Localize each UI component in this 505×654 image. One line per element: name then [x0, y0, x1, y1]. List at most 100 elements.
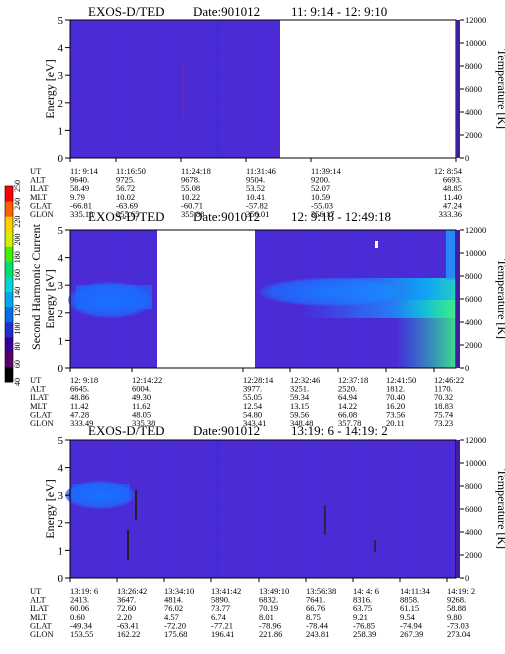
- orbit-cell: 2520.: [338, 384, 357, 394]
- temperature-tick-label: 12000: [465, 225, 486, 235]
- orbit-cell: 13:49:10: [259, 586, 289, 596]
- orbit-cell: 59.56: [290, 409, 309, 419]
- orbit-cell: 14.22: [338, 401, 357, 411]
- orbit-cell: 356.17: [311, 209, 334, 219]
- panel-2-temperature-strip: [456, 230, 460, 368]
- colorbar-swatch: [5, 276, 13, 293]
- orbit-cell: 2.20: [117, 612, 132, 622]
- temperature-tick-label: 2000: [465, 340, 482, 350]
- colorbar-swatch: [5, 246, 13, 262]
- orbit-cell: -78.44: [306, 620, 329, 630]
- panel-3-temperature-label: Temperature [K]: [495, 469, 505, 549]
- orbit-cell: 10.41: [246, 192, 265, 202]
- colorbar-swatch: [5, 291, 13, 308]
- orbit-cell: 335.18: [70, 209, 93, 219]
- orbit-cell: 9.79: [70, 192, 85, 202]
- orbit-cell: 6645.: [70, 384, 89, 394]
- orbit-cell: 2413.: [70, 595, 89, 605]
- orbit-cell: 73.56: [386, 409, 405, 419]
- energy-tick-label: 3: [58, 280, 64, 292]
- orbit-cell: 8858.: [400, 595, 419, 605]
- colorbar-label: Second Harmonic Current: [29, 223, 43, 350]
- panel-1-energy-ticks: 0 1 2 3 4 5: [58, 15, 70, 165]
- orbit-row-label: MLT: [30, 612, 48, 622]
- temperature-tick-label: 8000: [465, 271, 482, 281]
- orbit-cell: 73.77: [211, 603, 230, 613]
- panel-3-temperature-ticks: 0 2000 4000 6000 8000 10000 12000: [460, 435, 486, 583]
- orbit-cell: 4814.: [164, 595, 183, 605]
- temperature-tick-label: 4000: [465, 317, 482, 327]
- orbit-cell: 48.05: [132, 409, 151, 419]
- orbit-cell: -76.85: [353, 620, 375, 630]
- orbit-row-label: UT: [30, 166, 42, 176]
- orbit-cell: 11:31:46: [246, 166, 276, 176]
- orbit-cell: 1812.: [386, 384, 405, 394]
- temperature-tick-label: 6000: [465, 504, 482, 514]
- orbit-cell: 76.02: [164, 603, 183, 613]
- orbit-cell: 11:24:18: [181, 166, 211, 176]
- orbit-cell: 11: 9:14: [70, 166, 99, 176]
- temperature-tick-label: 2000: [465, 550, 482, 560]
- orbit-cell: -57.82: [246, 200, 268, 210]
- orbit-cell: 20.11: [386, 418, 405, 428]
- orbit-cell: 61.15: [400, 603, 419, 613]
- orbit-cell: 267.39: [400, 629, 423, 639]
- panel-3-temperature-strip: [456, 440, 460, 578]
- orbit-cell: 55.05: [243, 392, 262, 402]
- orbit-cell: 162.22: [117, 629, 140, 639]
- orbit-row-label: ALT: [30, 595, 47, 605]
- colorbar-ticks: 40 60 80 100 120 140 160 180 200 220 240 250: [13, 180, 22, 386]
- orbit-row-label: GLON: [30, 629, 54, 639]
- orbit-cell: 13:56:38: [306, 586, 336, 596]
- orbit-cell: 16.20: [386, 401, 405, 411]
- temperature-tick-label: 10000: [465, 248, 486, 258]
- orbit-cell: -60.71: [181, 200, 203, 210]
- energy-tick-label: 2: [58, 98, 64, 110]
- panel-2-marker: [375, 241, 378, 248]
- colorbar-swatch: [5, 306, 13, 323]
- colorbar-tick-label: 220: [13, 216, 22, 228]
- orbit-cell: 355.65: [116, 209, 139, 219]
- energy-tick-label: 5: [58, 435, 64, 447]
- orbit-cell: 12: 9:18: [70, 375, 98, 385]
- orbit-cell: 64.94: [338, 392, 358, 402]
- energy-tick-label: 1: [58, 335, 64, 347]
- panel-3-energy-label: Energy [eV]: [43, 479, 57, 538]
- panel-2-edge-band: [446, 230, 456, 280]
- orbit-cell: 3647.: [117, 595, 136, 605]
- orbit-cell: 3977.: [243, 384, 262, 394]
- colorbar-tick-label: 80: [13, 342, 22, 350]
- panel-3-data-region: [70, 440, 456, 578]
- orbit-cell: 4.57: [164, 612, 179, 622]
- orbit-cell: 13:19: 6: [70, 586, 98, 596]
- orbit-row-label: UT: [30, 586, 42, 596]
- energy-tick-label: 3: [58, 70, 64, 82]
- orbit-cell: 11.62: [132, 401, 151, 411]
- energy-tick-label: 2: [58, 308, 64, 320]
- orbit-cell: -55.03: [311, 200, 333, 210]
- orbit-cell: -73.03: [447, 620, 469, 630]
- orbit-cell: 48.86: [70, 392, 89, 402]
- panel-1-temperature-strip: [456, 20, 460, 158]
- orbit-cell: 10.59: [311, 192, 330, 202]
- orbit-cell: 14:11:34: [400, 586, 431, 596]
- orbit-cell: 59.34: [290, 392, 310, 402]
- panel-2-date: Date:901012: [193, 209, 260, 224]
- energy-tick-label: 4: [58, 43, 64, 55]
- energy-tick-label: 5: [58, 15, 64, 27]
- panel-1-plot-area: [69, 19, 460, 159]
- orbit-row-label: ILAT: [30, 183, 49, 193]
- orbit-row-label: GLAT: [30, 200, 53, 210]
- orbit-cell: 60.06: [70, 603, 89, 613]
- orbit-row-label: MLT: [30, 192, 48, 202]
- energy-tick-label: 5: [58, 225, 64, 237]
- orbit-row-label: GLAT: [30, 409, 53, 419]
- temperature-tick-label: 4000: [465, 527, 482, 537]
- orbit-cell: 9200.: [311, 175, 330, 185]
- orbit-cell: 12:32:46: [290, 375, 320, 385]
- orbit-row-label: GLON: [30, 418, 54, 428]
- orbit-cell: -63.69: [116, 200, 138, 210]
- orbit-cell: 75.74: [434, 409, 454, 419]
- panel-2-orbit-table: UT 12: 9:18 12:14:22 12:28:14 12:32:46 12:37:…: [30, 368, 464, 428]
